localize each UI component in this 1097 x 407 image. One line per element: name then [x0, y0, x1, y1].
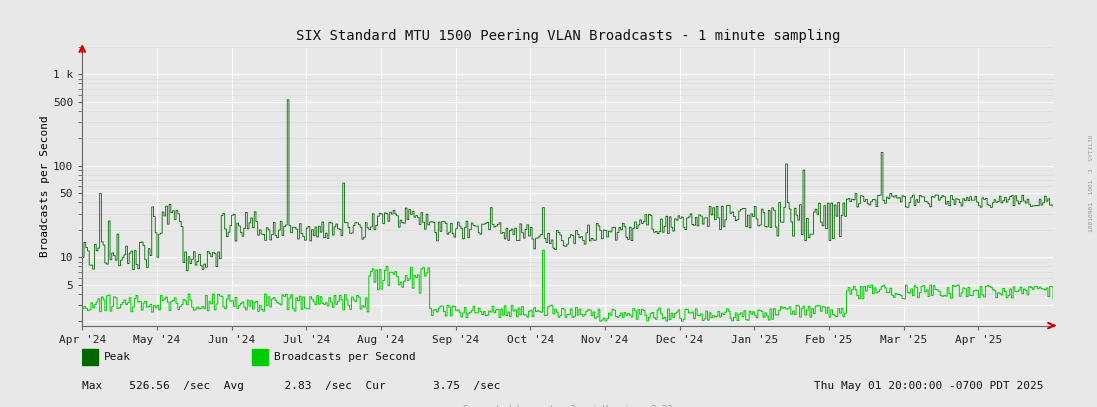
- Bar: [252, 349, 268, 365]
- Text: Generated by routers2.cgi Version v2.23: Generated by routers2.cgi Version v2.23: [463, 405, 672, 407]
- Title: SIX Standard MTU 1500 Peering VLAN Broadcasts - 1 minute sampling: SIX Standard MTU 1500 Peering VLAN Broad…: [295, 29, 840, 43]
- Text: Broadcasts per Second: Broadcasts per Second: [273, 352, 416, 362]
- Bar: [82, 349, 98, 365]
- Text: 10010901  1001  3  SYTIL30: 10010901 1001 3 SYTIL30: [1088, 134, 1094, 232]
- Text: Peak: Peak: [103, 352, 131, 362]
- Text: Max    526.56  /sec  Avg      2.83  /sec  Cur       3.75  /sec: Max 526.56 /sec Avg 2.83 /sec Cur 3.75 /…: [82, 381, 500, 391]
- Text: Thu May 01 20:00:00 -0700 PDT 2025: Thu May 01 20:00:00 -0700 PDT 2025: [814, 381, 1043, 391]
- Y-axis label: Broadcasts per Second: Broadcasts per Second: [41, 115, 50, 257]
